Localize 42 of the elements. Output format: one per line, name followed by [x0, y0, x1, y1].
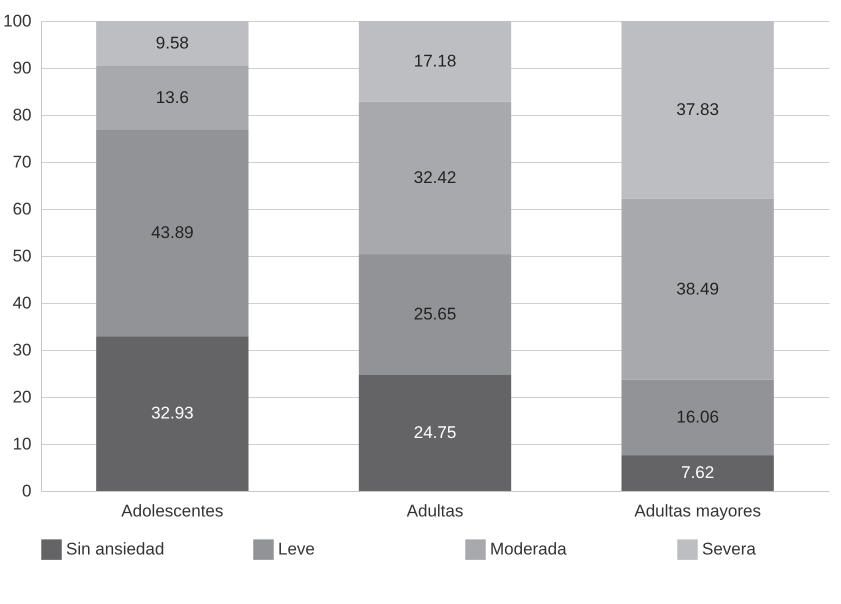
y-tick-label: 20: [12, 388, 32, 406]
data-label: 32.93: [151, 404, 194, 423]
x-tick-label: Adolescentes: [121, 502, 224, 520]
bar: [358, 21, 512, 102]
bar: [358, 374, 512, 491]
data-label: 25.65: [414, 304, 456, 324]
bar: [621, 455, 774, 491]
data-label: 7.62: [681, 463, 714, 482]
legend-label: Leve: [278, 540, 315, 559]
bar: [621, 380, 774, 456]
y-tick-label: 80: [12, 106, 32, 124]
legend-label: Severa: [702, 540, 756, 559]
legend-label: Sin ansiedad: [66, 540, 164, 559]
data-label: 37.83: [676, 100, 719, 119]
bar: [621, 198, 774, 380]
y-tick-label: 50: [12, 246, 32, 266]
legend-label: Moderada: [490, 540, 568, 559]
bar: [621, 21, 774, 199]
y-tick-label: 30: [12, 340, 32, 360]
data-label: 32.42: [414, 168, 456, 187]
y-tick-label: 10: [12, 434, 32, 454]
bar: [96, 130, 249, 336]
y-tick-label: 90: [12, 58, 32, 78]
y-tick-label: 100: [3, 12, 32, 30]
bar: [358, 254, 512, 375]
data-label: 24.75: [414, 422, 456, 442]
y-tick-label: 40: [12, 294, 32, 312]
y-tick-label: 60: [12, 200, 32, 218]
data-label: 16.06: [676, 407, 719, 426]
bar: [96, 336, 249, 491]
data-label: 9.58: [156, 34, 189, 53]
bar: [96, 66, 249, 130]
y-tick-label: 70: [12, 152, 32, 172]
x-tick-label: Adultas mayores: [634, 502, 761, 520]
data-label: 38.49: [676, 279, 719, 298]
data-label: 43.89: [151, 223, 194, 242]
bar: [96, 21, 249, 66]
data-label: 17.18: [414, 51, 456, 70]
bar: [358, 102, 512, 254]
x-tick-label: Adultas: [406, 502, 464, 520]
data-label: 13.6: [156, 88, 189, 107]
y-tick-label: 0: [22, 482, 32, 500]
